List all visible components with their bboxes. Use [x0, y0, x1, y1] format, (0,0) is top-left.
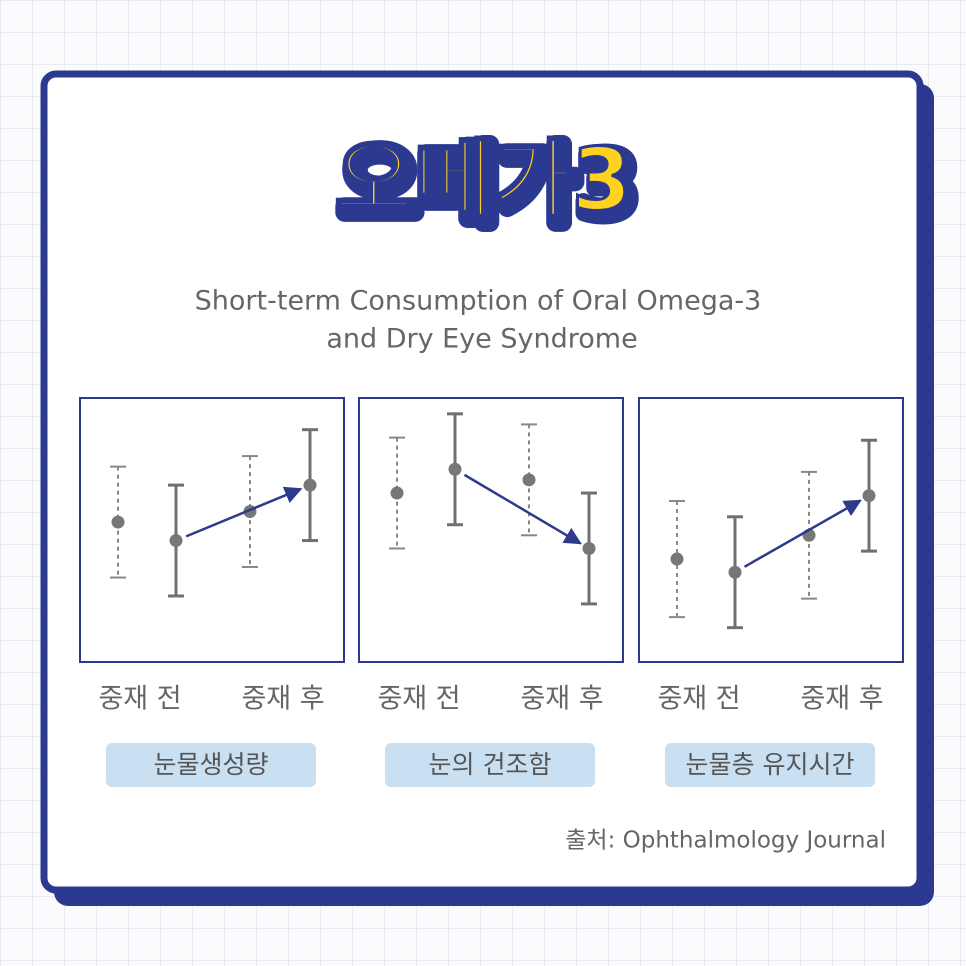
title: 오메가3 [334, 130, 631, 230]
x-tick-label: 중재 전 [377, 684, 460, 715]
point [111, 515, 125, 529]
chart-label: 눈물층 유지시간 [686, 750, 855, 779]
plot-frame [79, 397, 345, 663]
point [390, 486, 404, 500]
x-tick-label: 중재 후 [800, 684, 883, 715]
point [670, 552, 684, 566]
card [40, 70, 924, 894]
trend-arrow [743, 499, 862, 568]
point [448, 462, 462, 476]
source: 출처: Ophthalmology Journal [565, 828, 886, 854]
x-tick-label: 중재 후 [520, 684, 603, 715]
x-tick-label: 중재 전 [657, 684, 740, 715]
label-pill [106, 743, 316, 787]
label-pill [385, 743, 595, 787]
x-tick-label: 중재 후 [241, 684, 324, 715]
subtitle: and Dry Eye Syndrome [326, 324, 637, 355]
point [522, 473, 536, 487]
plot-frame [358, 397, 624, 663]
point [582, 541, 596, 555]
title-shadow: 오메가3 [340, 136, 637, 236]
chart-label: 눈물생성량 [153, 750, 268, 779]
trend-arrow [463, 473, 582, 545]
subtitle: Short-term Consumption of Oral Omega-3 [195, 286, 762, 317]
label-pill [665, 743, 875, 787]
point [303, 478, 317, 492]
plot-frame [638, 397, 904, 663]
trend-arrow [185, 486, 303, 538]
point [728, 565, 742, 579]
chart-label: 눈의 건조함 [429, 750, 552, 779]
x-tick-label: 중재 전 [98, 684, 181, 715]
point [862, 489, 876, 503]
point [169, 534, 183, 548]
